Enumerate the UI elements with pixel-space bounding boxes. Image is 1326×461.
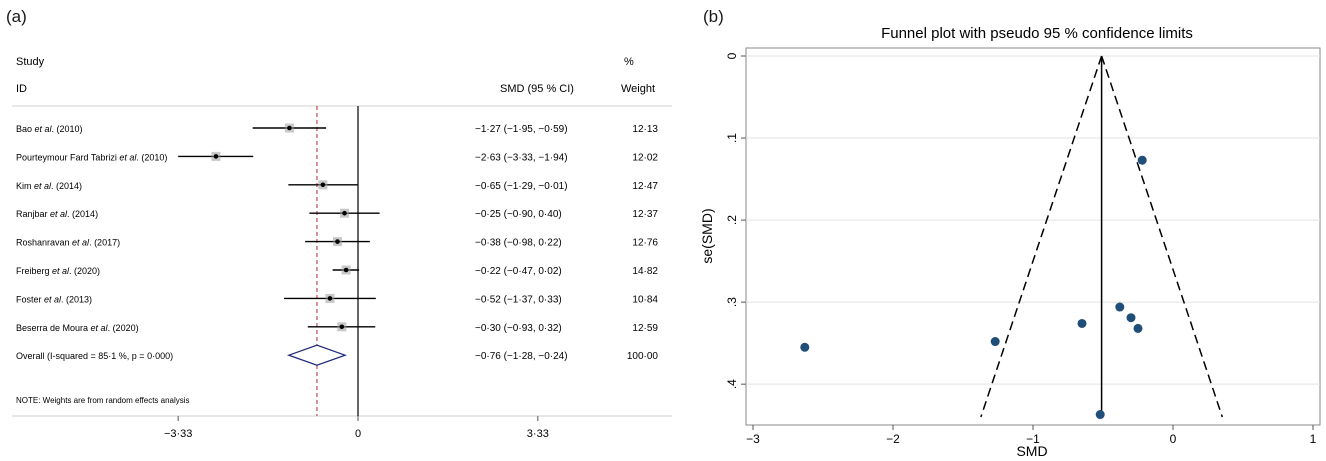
study-label: Pourteymour Fard Tabrizi et al. (2010)	[16, 152, 167, 162]
forest-plot: Study ID SMD (95 % CI) % Weight NOTE: We…	[12, 56, 672, 440]
study-label: Bao et al. (2010)	[16, 124, 83, 134]
panel-b-label: (b)	[703, 7, 724, 26]
study-label: Ranjbar et al. (2014)	[16, 209, 98, 219]
funnel-x-tick-label: −1	[1026, 432, 1040, 446]
study-label: Kim et al. (2014)	[16, 181, 82, 191]
panel-a-label: (a)	[6, 7, 27, 26]
study-smd-ci: −0·65 (−1·29, −0·01)	[475, 181, 568, 192]
funnel-x-tick-label: 0	[1170, 432, 1177, 446]
funnel-point	[1137, 155, 1147, 165]
forest-note: NOTE: Weights are from random effects an…	[16, 396, 190, 405]
funnel-xlabel: SMD	[1016, 443, 1047, 459]
funnel-y-tick-label: 0	[725, 52, 739, 59]
funnel-plot-frame	[745, 47, 1321, 426]
funnel-point	[1133, 323, 1143, 333]
point-estimate	[343, 267, 349, 273]
point-estimate	[320, 182, 326, 188]
study-smd-ci: −0·30 (−0·93, 0·32)	[475, 323, 562, 334]
study-label: Foster et al. (2013)	[16, 294, 92, 304]
funnel-point	[1077, 318, 1087, 328]
header-percent: %	[624, 56, 634, 68]
study-weight: 12·02	[632, 152, 658, 163]
funnel-y-tick-label: .4	[725, 379, 739, 389]
ci-limit-left	[980, 55, 1103, 418]
funnel-point	[1126, 313, 1136, 323]
overall-weight: 100·00	[627, 351, 659, 362]
study-smd-ci: −1·27 (−1·95, −0·59)	[475, 124, 568, 135]
point-estimate	[342, 210, 347, 216]
overall-diamond	[286, 344, 347, 366]
header-study: Study	[16, 56, 45, 68]
study-smd-ci: −0·38 (−0·98, 0·22)	[475, 238, 562, 249]
study-smd-ci: −0·22 (−0·47, 0·02)	[475, 266, 562, 277]
funnel-y-tick-label: .3	[725, 297, 739, 307]
study-label: Beserra de Moura et al. (2020)	[16, 323, 139, 333]
funnel-plot: Funnel plot with pseudo 95 % confidence …	[699, 25, 1321, 459]
header-weight: Weight	[621, 83, 655, 95]
study-weight: 12·59	[632, 323, 658, 334]
funnel-point	[1115, 302, 1125, 312]
funnel-point	[990, 337, 1000, 347]
point-estimate	[327, 296, 333, 301]
point-estimate	[213, 154, 219, 159]
overall-smd-ci: −0·76 (−1·28, −0·24)	[475, 351, 568, 362]
funnel-x-tick-label: −3	[746, 432, 760, 446]
funnel-y-tick-label: .1	[725, 133, 739, 143]
funnel-point	[1095, 410, 1105, 420]
ci-limit-right	[1100, 55, 1224, 418]
study-label: Freiberg et al. (2020)	[16, 266, 100, 276]
funnel-x-tick-label: 1	[1310, 432, 1317, 446]
funnel-ylabel: se(SMD)	[699, 208, 715, 263]
forest-x-tick-label: −3·33	[164, 428, 192, 440]
overall-label: Overall (I-squared = 85·1 %, p = 0·000)	[16, 351, 173, 361]
funnel-x-tick-label: −2	[886, 432, 900, 446]
header-id: ID	[16, 83, 27, 95]
study-weight: 12·47	[632, 181, 658, 192]
study-weight: 12·37	[632, 209, 658, 220]
funnel-title: Funnel plot with pseudo 95 % confidence …	[881, 25, 1193, 42]
header-smd: SMD (95 % CI)	[500, 83, 574, 95]
point-estimate	[335, 239, 340, 244]
study-smd-ci: −0·25 (−0·90, 0·40)	[475, 209, 562, 220]
forest-x-tick-label: 0	[355, 428, 361, 440]
study-weight: 12·76	[632, 238, 658, 249]
study-label: Roshanravan et al. (2017)	[16, 238, 120, 248]
point-estimate	[339, 324, 345, 330]
funnel-y-tick-label: .2	[725, 215, 739, 225]
point-estimate	[287, 125, 292, 131]
study-weight: 14·82	[632, 266, 658, 277]
forest-x-tick-label: 3·33	[527, 428, 549, 440]
study-smd-ci: −0·52 (−1·37, 0·33)	[475, 294, 562, 305]
study-weight: 12·13	[632, 124, 658, 135]
funnel-point	[800, 342, 810, 352]
study-smd-ci: −2·63 (−3·33, −1·94)	[475, 152, 568, 163]
study-weight: 10·84	[632, 294, 658, 305]
